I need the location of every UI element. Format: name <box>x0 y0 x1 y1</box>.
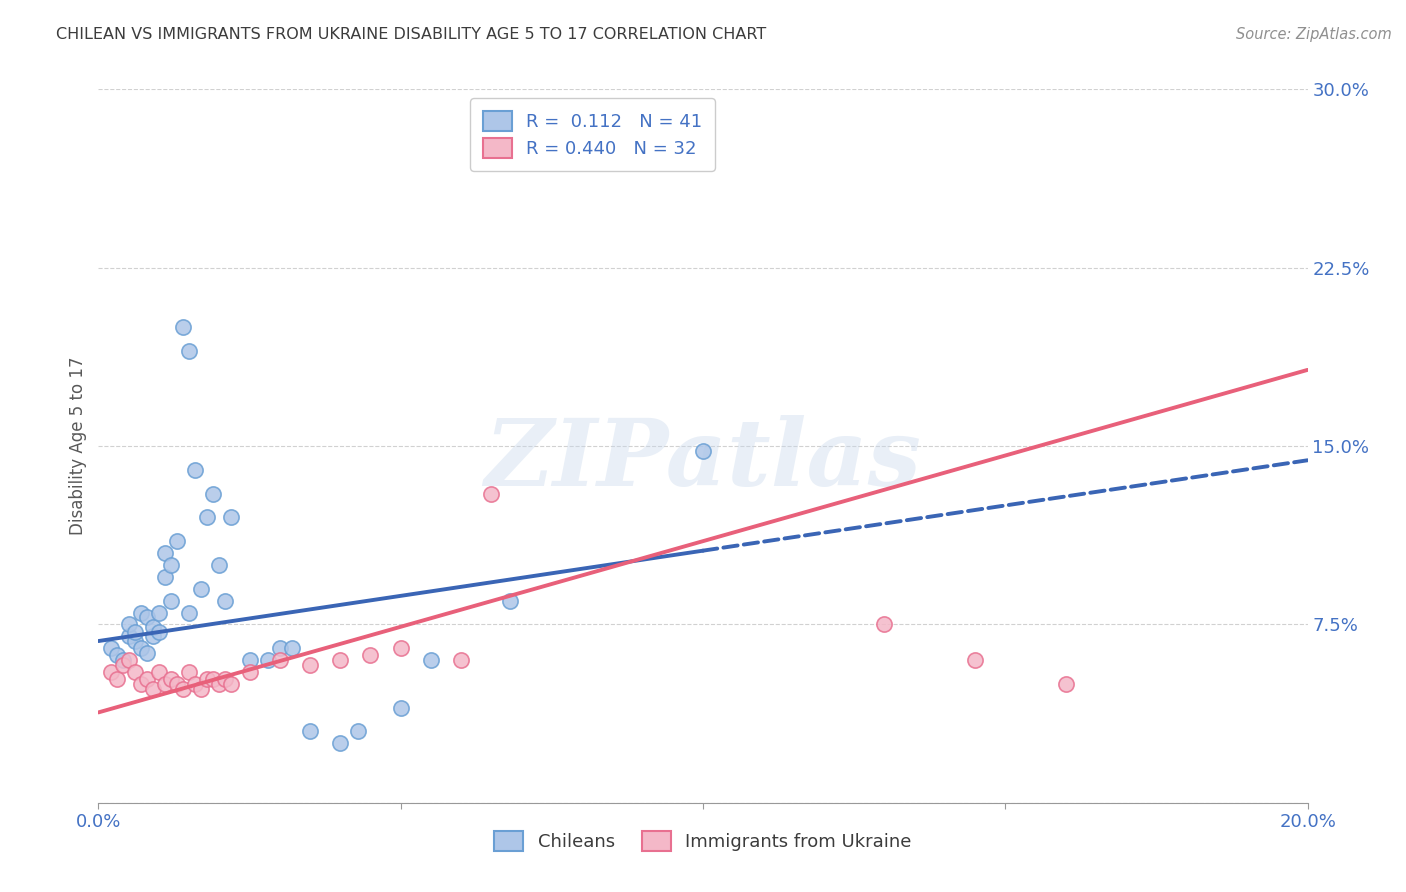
Point <box>135 646 157 660</box>
Point <box>1054 677 1077 691</box>
Point <box>221 510 243 524</box>
Point <box>172 681 194 696</box>
Point <box>389 700 412 714</box>
Point <box>129 677 152 691</box>
Point <box>202 672 225 686</box>
Point <box>360 648 382 663</box>
Point <box>100 641 122 656</box>
Point <box>389 641 412 656</box>
Point <box>195 510 218 524</box>
Point <box>329 653 352 667</box>
Point <box>256 653 278 667</box>
Point <box>142 629 165 643</box>
Point <box>160 672 183 686</box>
Point <box>105 672 128 686</box>
Point <box>160 593 183 607</box>
Point <box>450 653 472 667</box>
Point <box>142 620 165 634</box>
Point <box>179 343 201 358</box>
Point <box>299 657 322 672</box>
Text: Source: ZipAtlas.com: Source: ZipAtlas.com <box>1236 27 1392 42</box>
Point <box>184 677 207 691</box>
Point <box>148 665 170 679</box>
Point <box>160 558 183 572</box>
Y-axis label: Disability Age 5 to 17: Disability Age 5 to 17 <box>69 357 87 535</box>
Point <box>221 677 243 691</box>
Point <box>179 606 201 620</box>
Point <box>208 558 231 572</box>
Point <box>166 677 188 691</box>
Point <box>111 657 134 672</box>
Point <box>118 629 141 643</box>
Point <box>179 665 201 679</box>
Point <box>208 677 231 691</box>
Point <box>148 624 170 639</box>
Point <box>100 665 122 679</box>
Text: CHILEAN VS IMMIGRANTS FROM UKRAINE DISABILITY AGE 5 TO 17 CORRELATION CHART: CHILEAN VS IMMIGRANTS FROM UKRAINE DISAB… <box>56 27 766 42</box>
Point <box>239 653 262 667</box>
Point <box>111 653 134 667</box>
Point <box>129 606 152 620</box>
Point <box>214 672 236 686</box>
Point <box>190 681 212 696</box>
Point <box>329 736 352 750</box>
Point <box>214 593 236 607</box>
Point <box>299 724 322 739</box>
Point <box>105 648 128 663</box>
Text: ZIPatlas: ZIPatlas <box>485 416 921 505</box>
Point <box>498 593 520 607</box>
Point <box>692 443 714 458</box>
Point <box>142 681 165 696</box>
Point <box>873 617 896 632</box>
Point <box>153 570 176 584</box>
Point <box>190 582 212 596</box>
Point <box>118 653 141 667</box>
Point <box>965 653 987 667</box>
Point <box>118 617 141 632</box>
Point <box>166 534 188 549</box>
Point <box>153 546 176 560</box>
Point <box>420 653 443 667</box>
Point <box>269 641 291 656</box>
Point <box>195 672 218 686</box>
Point <box>481 486 503 500</box>
Point <box>124 665 146 679</box>
Point <box>129 641 152 656</box>
Point <box>153 677 176 691</box>
Legend: Chileans, Immigrants from Ukraine: Chileans, Immigrants from Ukraine <box>486 823 920 858</box>
Point <box>135 610 157 624</box>
Point <box>281 641 304 656</box>
Point <box>124 624 146 639</box>
Point <box>148 606 170 620</box>
Point <box>124 634 146 648</box>
Point <box>269 653 291 667</box>
Point <box>184 463 207 477</box>
Point <box>239 665 262 679</box>
Point <box>202 486 225 500</box>
Point <box>172 320 194 334</box>
Point <box>347 724 370 739</box>
Point <box>135 672 157 686</box>
